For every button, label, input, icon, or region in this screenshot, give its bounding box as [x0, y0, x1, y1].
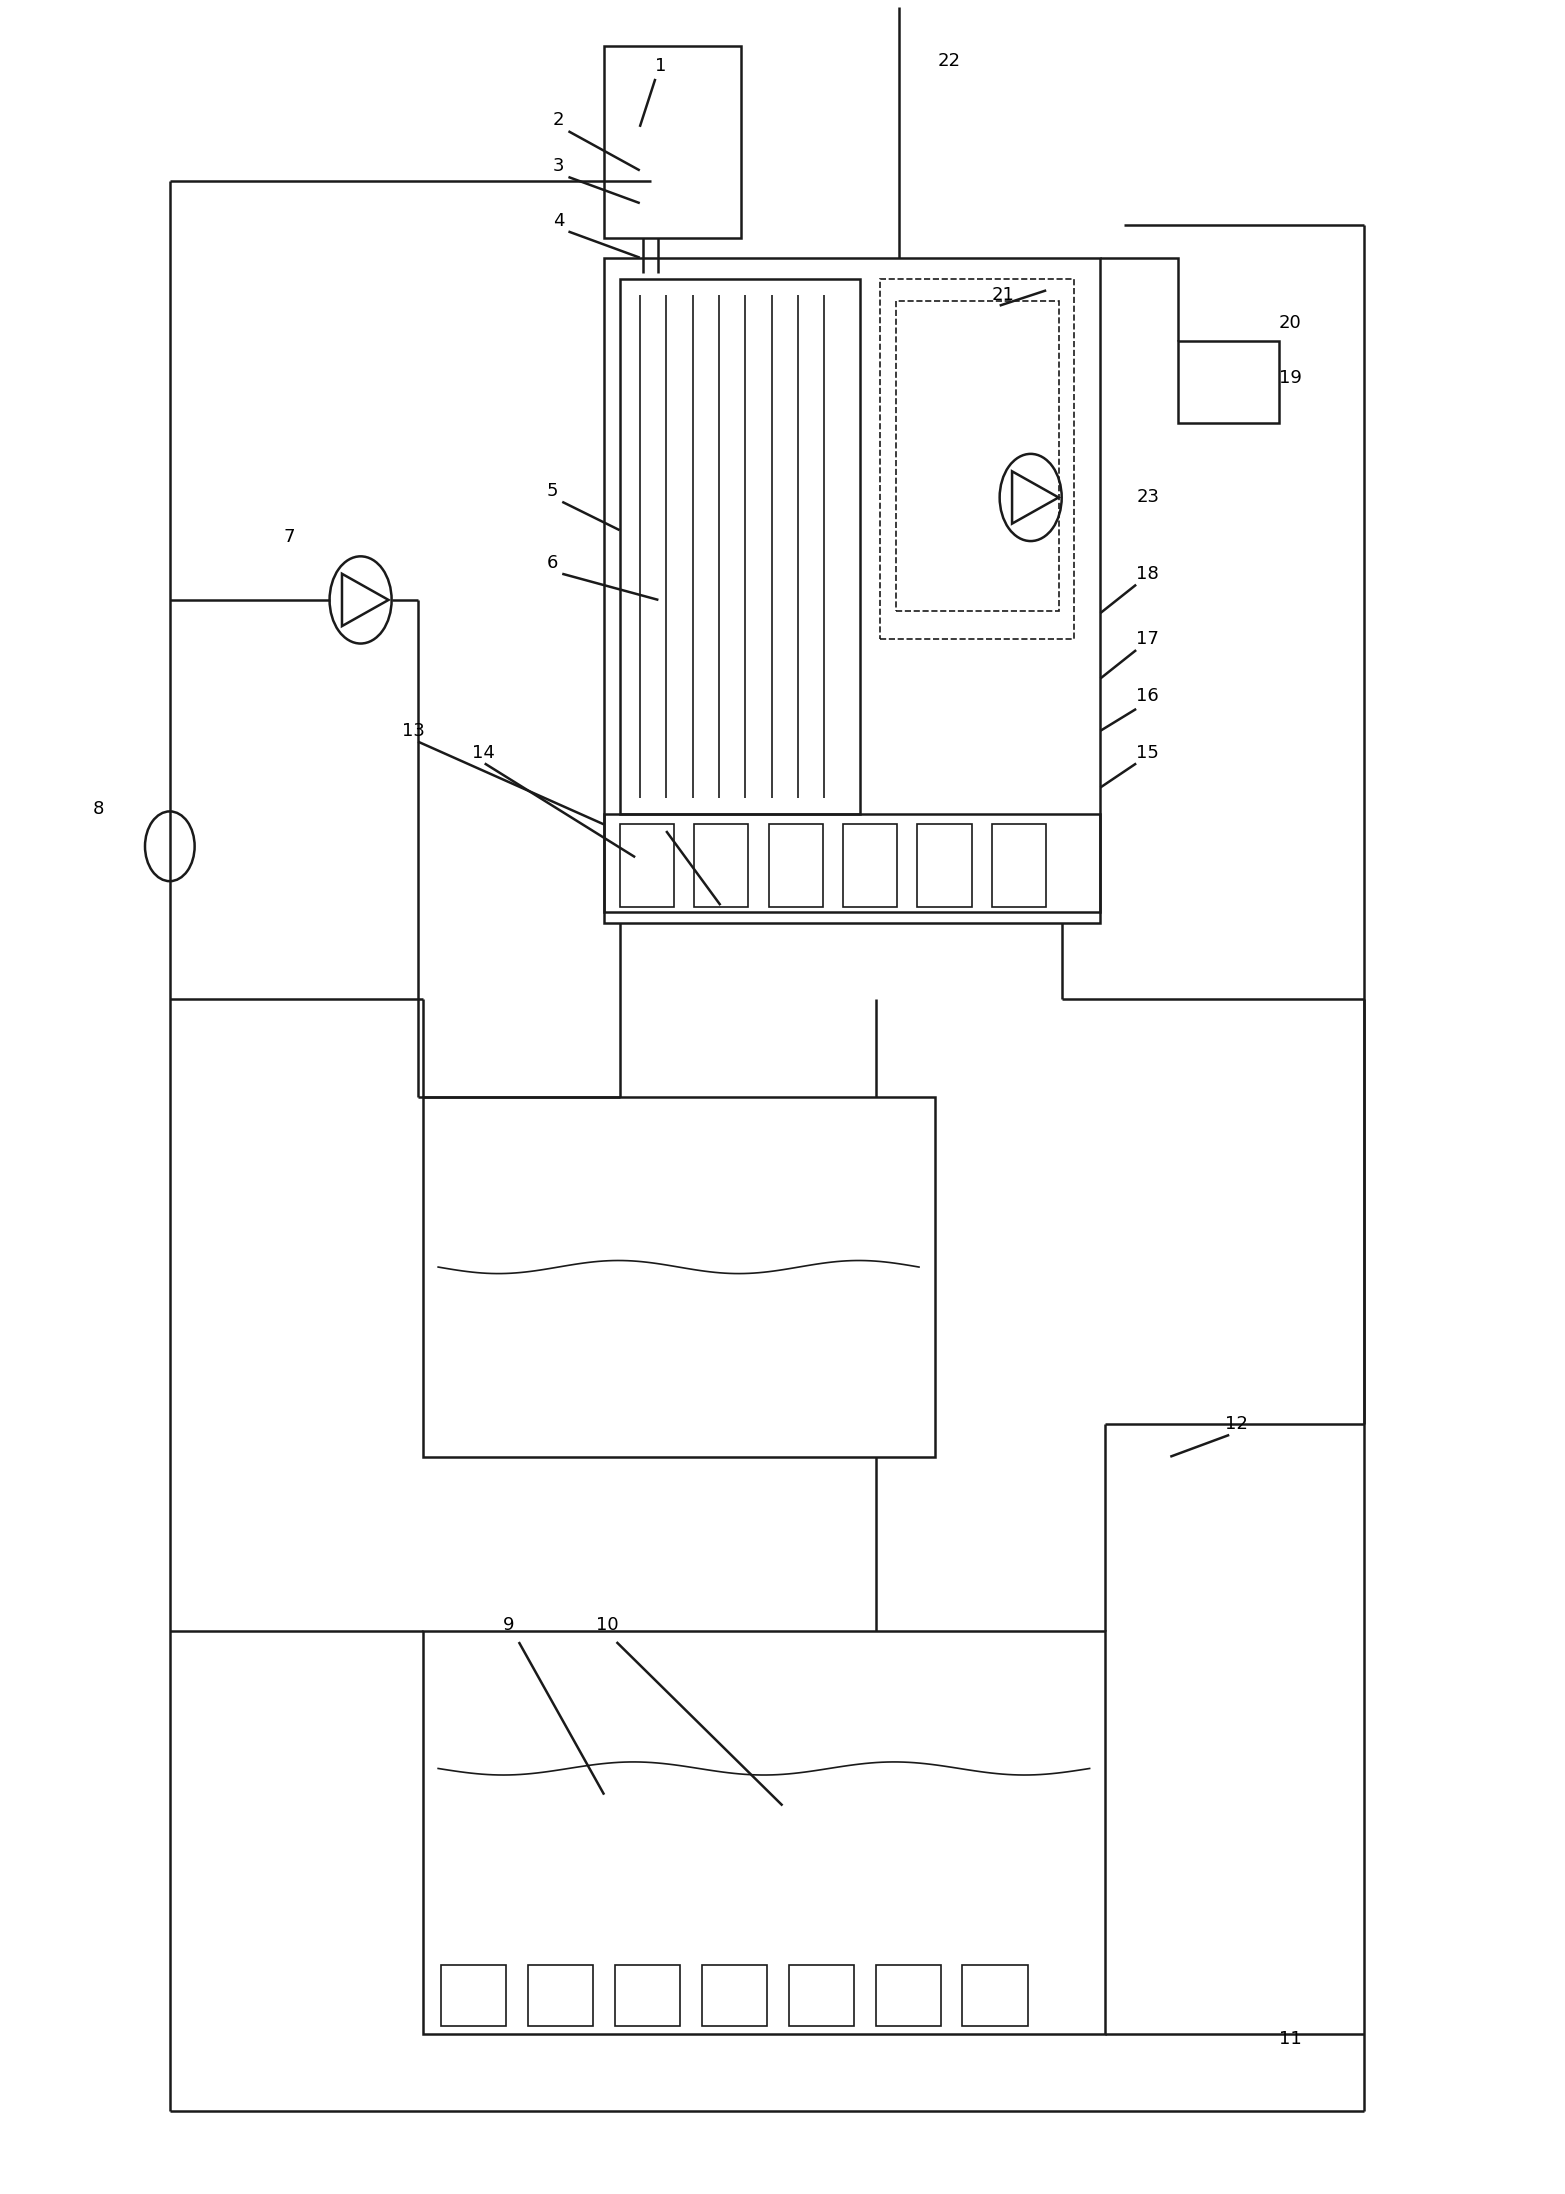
Text: 21: 21	[992, 285, 1014, 303]
Text: 1: 1	[656, 57, 667, 75]
Text: 8: 8	[92, 801, 103, 818]
Text: 12: 12	[1224, 1415, 1247, 1433]
Bar	[768, 825, 823, 908]
Text: 15: 15	[1136, 744, 1160, 761]
Text: 13: 13	[402, 722, 426, 739]
Bar	[615, 1964, 681, 2025]
Bar	[604, 814, 1100, 924]
Text: 7: 7	[283, 529, 294, 546]
Text: 22: 22	[937, 53, 961, 70]
Bar	[695, 825, 748, 908]
Text: 3: 3	[552, 158, 565, 176]
Bar	[880, 279, 1074, 638]
Bar	[895, 301, 1058, 610]
Text: 9: 9	[504, 1615, 515, 1635]
Bar	[789, 1964, 854, 2025]
Text: 6: 6	[546, 553, 559, 573]
Bar	[604, 46, 740, 237]
Bar	[701, 1964, 767, 2025]
Text: 23: 23	[1136, 489, 1160, 507]
Bar	[527, 1964, 593, 2025]
Bar	[604, 257, 1100, 913]
Text: 18: 18	[1136, 564, 1160, 584]
Bar	[917, 825, 972, 908]
Text: 20: 20	[1279, 314, 1302, 331]
Text: 2: 2	[552, 112, 565, 129]
Bar	[423, 1097, 934, 1457]
Text: 10: 10	[596, 1615, 620, 1635]
Text: 14: 14	[473, 744, 495, 761]
Bar	[620, 825, 675, 908]
Text: 16: 16	[1136, 687, 1160, 704]
Bar	[962, 1964, 1028, 2025]
Bar	[441, 1964, 507, 2025]
Text: 5: 5	[546, 483, 559, 500]
Bar	[992, 825, 1045, 908]
Bar	[1178, 340, 1279, 423]
Bar	[620, 279, 861, 814]
Bar	[875, 1964, 941, 2025]
Text: 4: 4	[552, 211, 565, 230]
Bar	[844, 825, 897, 908]
Text: 17: 17	[1136, 630, 1160, 647]
Text: 11: 11	[1279, 2029, 1302, 2047]
Bar	[423, 1630, 1105, 2034]
Text: 19: 19	[1279, 369, 1302, 386]
